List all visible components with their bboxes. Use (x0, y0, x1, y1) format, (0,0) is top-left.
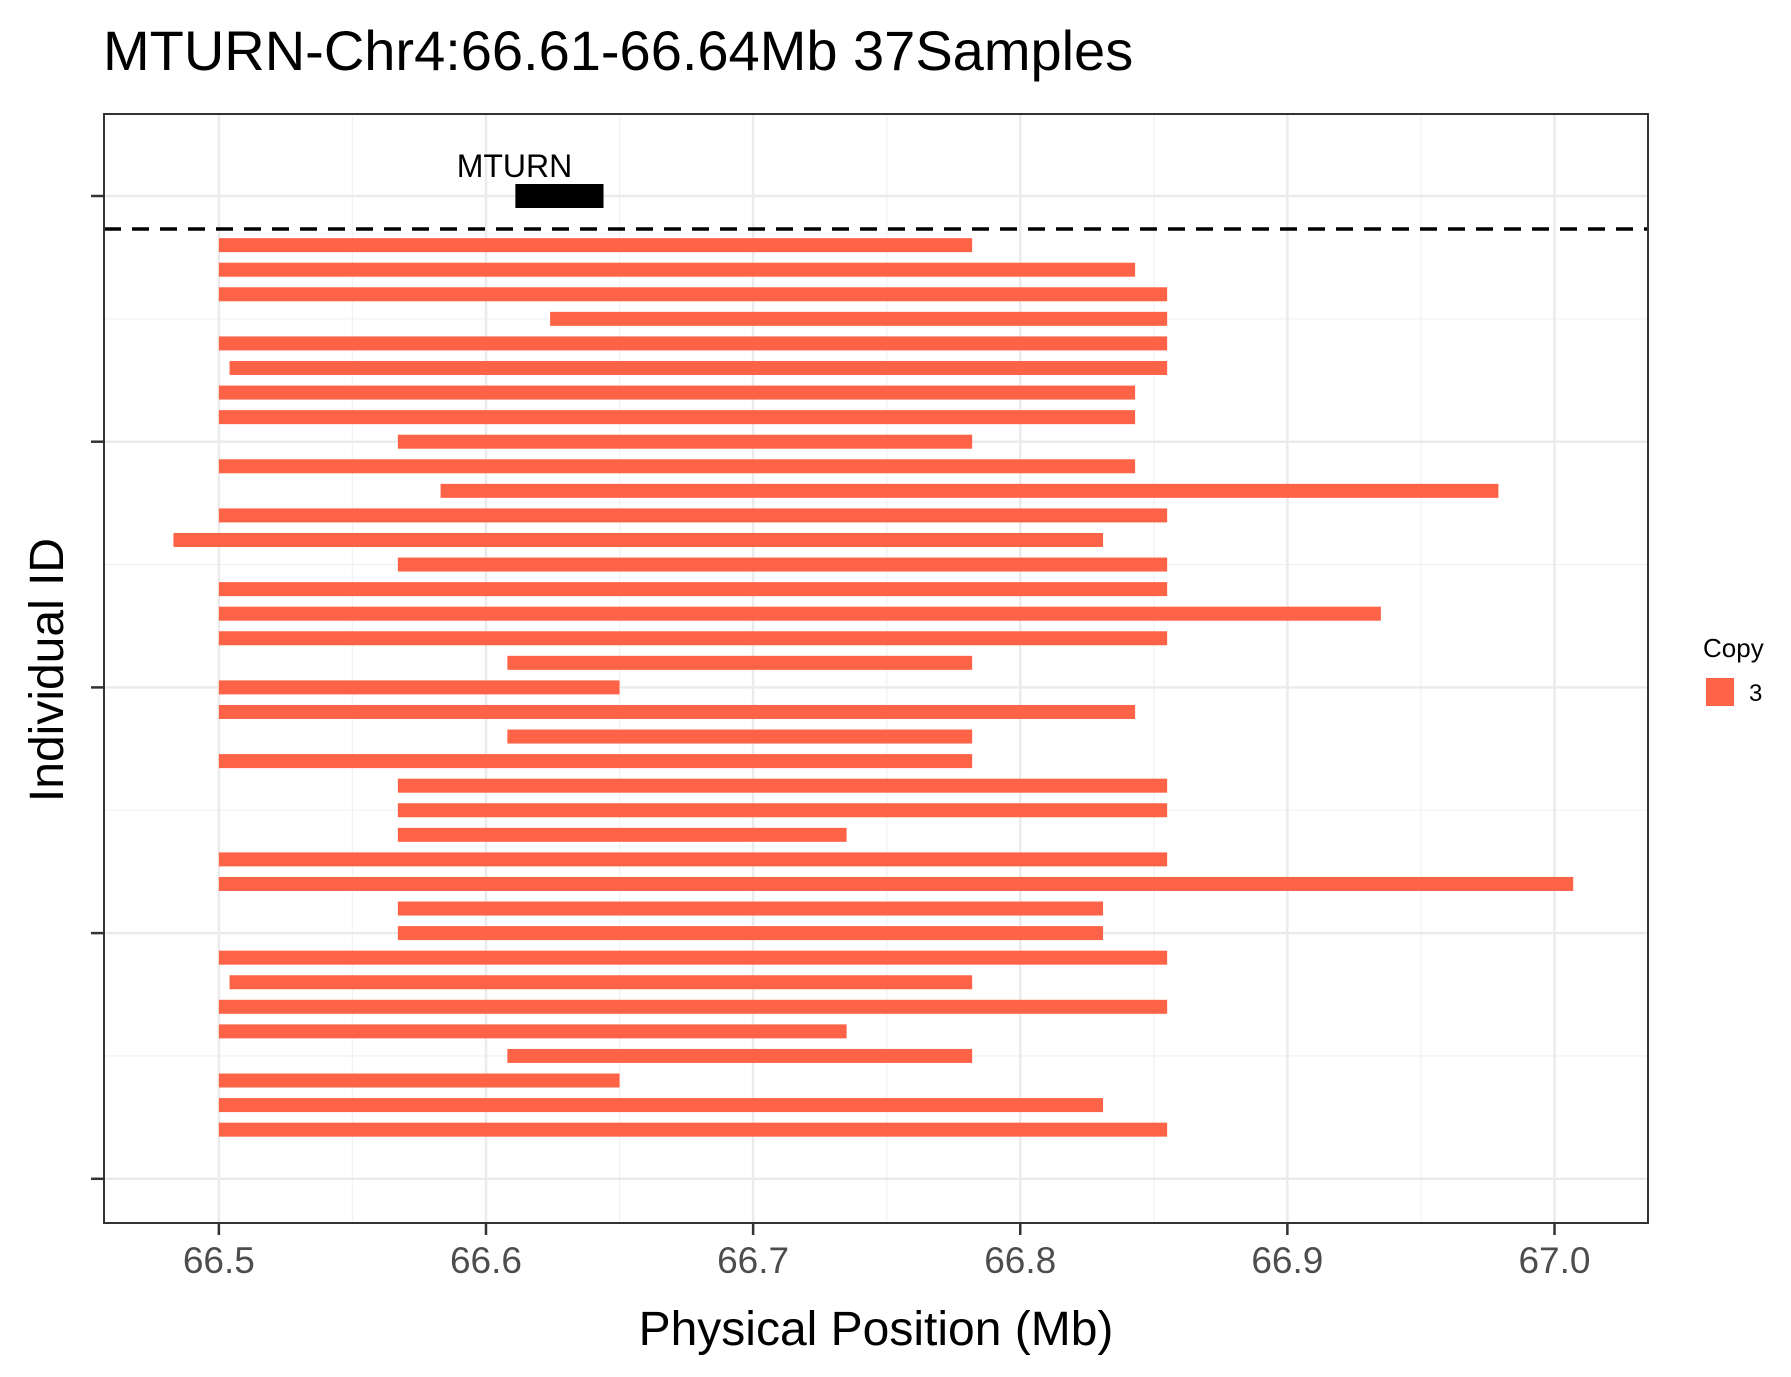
x-tick-label: 66.6 (450, 1240, 522, 1281)
cnv-segment (507, 729, 973, 744)
cnv-segment (507, 1048, 973, 1063)
cnv-segment (218, 1098, 1104, 1113)
chart-title: MTURN-Chr4:66.61-66.64Mb 37Samples (103, 19, 1133, 82)
x-tick-label: 66.5 (183, 1240, 255, 1281)
cnv-segment (218, 876, 1574, 891)
cnv-segment (218, 950, 1168, 965)
legend: Copy 3 (1703, 633, 1764, 707)
cnv-segment (218, 385, 1136, 400)
cnv-segments (173, 238, 1574, 1137)
x-tick-label: 67.0 (1518, 1240, 1590, 1281)
y-axis-ticks (91, 194, 104, 1181)
x-tick-label: 66.8 (984, 1240, 1056, 1281)
cnv-segment (229, 360, 1168, 375)
cnv-segment (218, 582, 1168, 597)
cnv-segment (218, 287, 1168, 302)
cnv-segment (173, 532, 1104, 547)
legend-label: 3 (1749, 680, 1762, 707)
cnv-segment (218, 508, 1168, 523)
y-axis-label: Individual ID (21, 538, 74, 802)
cnv-segment (229, 975, 973, 990)
legend-title: Copy (1703, 633, 1764, 663)
cnv-segment (507, 655, 973, 670)
gene-annotation: MTURN (457, 148, 604, 208)
cnv-segment (440, 483, 1499, 498)
cnv-segment (397, 557, 1168, 572)
cnv-segment (218, 410, 1136, 425)
cnv-segment (397, 926, 1104, 941)
cnv-segment (397, 434, 973, 449)
cnv-segment (218, 704, 1136, 719)
cnv-segment (218, 606, 1381, 621)
cnv-segment (218, 852, 1168, 867)
cnv-segment (397, 778, 1168, 793)
cnv-segment (218, 999, 1168, 1014)
cnv-segment (218, 631, 1168, 646)
gene-label: MTURN (457, 148, 573, 184)
legend-swatch (1706, 678, 1734, 706)
cnv-segment (218, 238, 973, 253)
x-axis-label: Physical Position (Mb) (639, 1303, 1114, 1356)
cnv-segment (218, 754, 973, 769)
plot-border (103, 113, 1649, 1224)
cnv-segment (218, 1073, 620, 1088)
cnv-segment (218, 262, 1136, 277)
cnv-segment (397, 803, 1168, 818)
x-axis-ticks: 66.5 66.6 66.7 66.8 66.9 67.0 (183, 1223, 1591, 1281)
gene-bar (515, 184, 604, 208)
cnv-segment (397, 827, 847, 842)
cnv-segment (218, 1122, 1168, 1137)
cnv-segment (550, 311, 1168, 326)
cnv-segment (218, 680, 620, 695)
x-tick-label: 66.9 (1251, 1240, 1323, 1281)
cnv-segment (397, 901, 1104, 916)
cnv-segment (218, 459, 1136, 474)
cnv-segment (218, 1024, 847, 1039)
cnv-segment (218, 336, 1168, 351)
x-tick-label: 66.7 (717, 1240, 789, 1281)
